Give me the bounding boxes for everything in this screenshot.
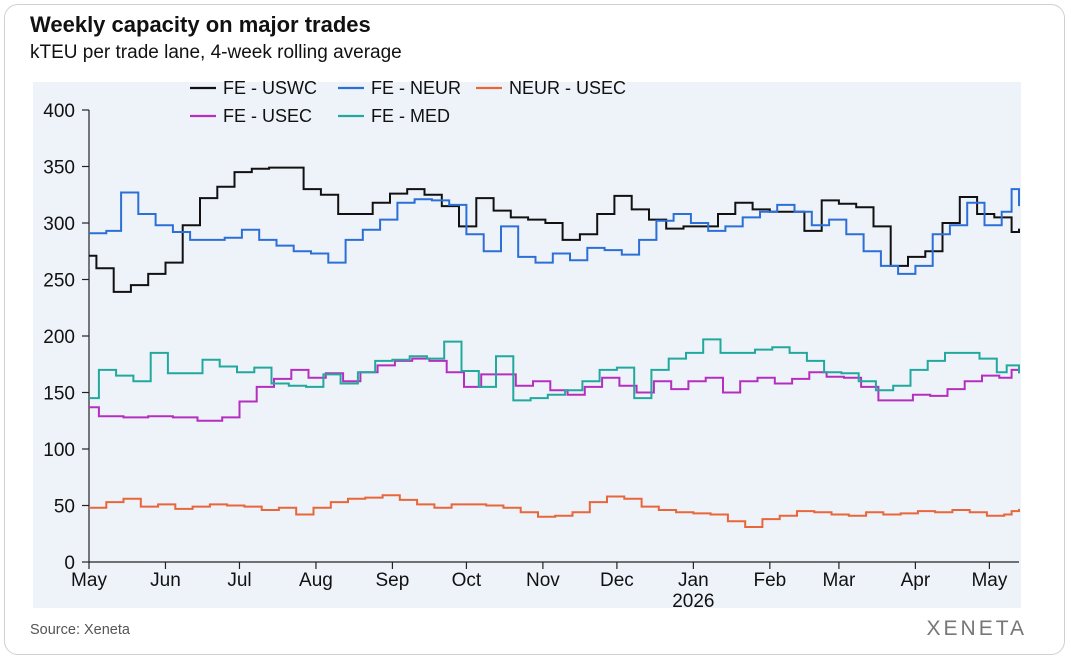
x-tick-label: Feb [753, 570, 786, 591]
legend-item: FE - USEC [190, 106, 312, 126]
legend-label: FE - NEUR [371, 78, 461, 98]
series-line-fe-uswc [89, 166, 1020, 293]
x-tick-label: Jul [227, 570, 251, 591]
legend-label: NEUR - USEC [509, 78, 626, 98]
x-tick-label: Apr [901, 570, 931, 591]
y-tick-label: 50 [54, 497, 75, 518]
legend-item: NEUR - USEC [476, 78, 626, 98]
plot-background [33, 82, 1021, 608]
y-tick-label: 250 [43, 271, 75, 292]
x-tick-label: Dec [600, 570, 634, 591]
x-tick-label: May [971, 570, 1007, 591]
y-tick-label: 400 [43, 101, 75, 122]
y-tick-label: 100 [43, 440, 75, 461]
x-tick-label: May [71, 570, 107, 591]
x-tick-sublabel: 2026 [672, 591, 714, 612]
axes: 0 50 100 150 200 250 300 350 400 May Jun Jul Aug Sep O… [43, 101, 1019, 612]
series-line-fe-neur [89, 188, 1020, 275]
y-tick-label: 150 [43, 384, 75, 405]
y-tick-label: 300 [43, 214, 75, 235]
legend-item: FE - USWC [190, 78, 317, 98]
legend-label: FE - USEC [223, 106, 312, 126]
x-tick-label: Sep [376, 570, 410, 591]
y-tick-label: 350 [43, 158, 75, 179]
legend-label: FE - MED [371, 106, 450, 126]
series-line-fe-med [89, 338, 1020, 402]
series-lines [89, 166, 1020, 528]
legend-item: FE - MED [338, 106, 450, 126]
series-line-neur-usec [89, 494, 1020, 528]
x-tick-label: Jan [678, 570, 709, 591]
brand-logo: XENETA [926, 617, 1027, 640]
x-tick-label: Jun [150, 570, 181, 591]
legend: FE - USWC FE - NEUR NEUR - USEC FE - USEC FE… [190, 78, 626, 126]
y-tick-label: 200 [43, 327, 75, 348]
legend-label: FE - USWC [223, 78, 317, 98]
x-tick-label: Mar [823, 570, 856, 591]
legend-item: FE - NEUR [338, 78, 461, 98]
chart-title: Weekly capacity on major trades [30, 12, 371, 37]
x-tick-label: Nov [526, 570, 560, 591]
x-tick-label: Aug [299, 570, 333, 591]
chart-subtitle: kTEU per trade lane, 4-week rolling aver… [30, 42, 402, 63]
source-note: Source: Xeneta [30, 622, 130, 638]
x-tick-label: Oct [452, 570, 482, 591]
y-tick-label: 0 [64, 553, 75, 574]
